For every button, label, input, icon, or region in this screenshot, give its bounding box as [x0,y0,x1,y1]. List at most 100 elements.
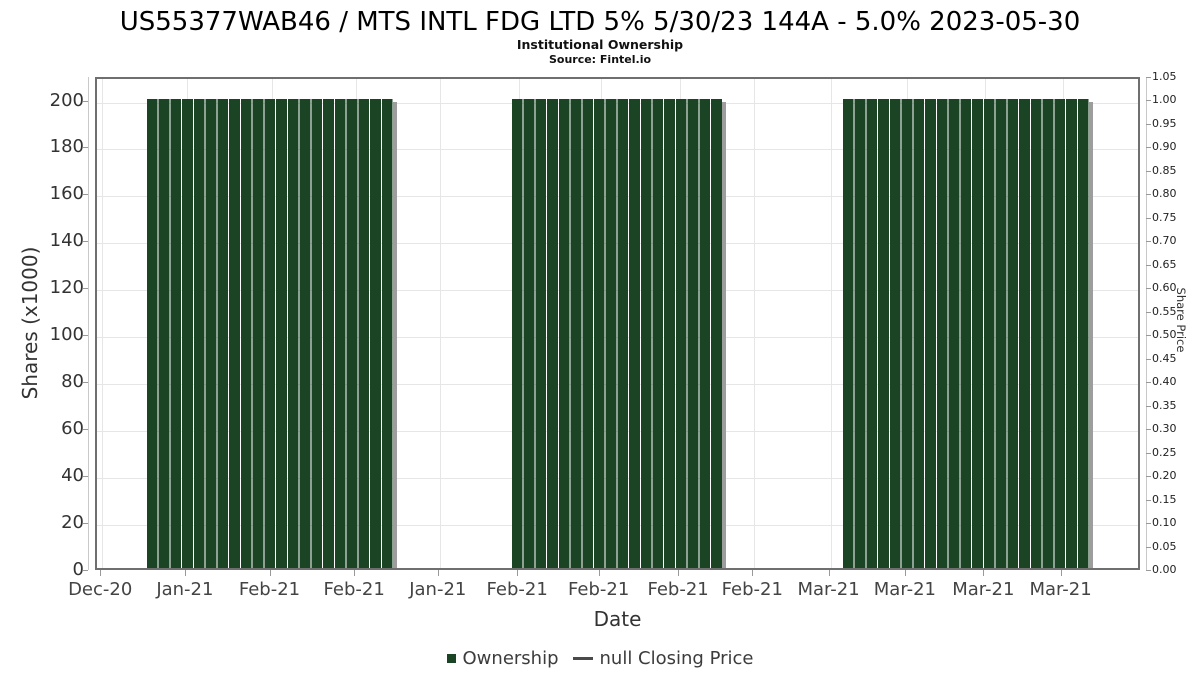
y-left-tick-mark [83,382,88,384]
y-left-tick-label: 200 [49,89,84,111]
y-right-tick-label: 0.00 [1152,563,1177,576]
x-tick-label: Feb-21 [721,579,783,600]
y-left-tick-mark [83,147,88,149]
x-tick-label: Jan-21 [409,579,467,600]
v-gridline [439,79,441,568]
x-tick-label: Jan-21 [156,579,214,600]
y-right-tick-mark [1146,523,1151,524]
y-right-tick-mark [1146,546,1151,548]
y-right-tick-label: 0.60 [1152,281,1177,294]
y-right-tick-label: 0.05 [1152,539,1177,553]
v-gridline [830,79,832,568]
y-right-tick-label: 1.05 [1152,69,1177,83]
x-tick-mark [904,570,906,576]
legend-item-ownership[interactable]: Ownership [446,647,559,669]
y-right-tick-label: 0.75 [1152,210,1177,224]
legend-item-label: null Closing Price [599,647,754,669]
x-tick-mark [1060,570,1062,576]
y-right-tick-label: 0.70 [1152,234,1177,247]
y-left-tick-mark [83,288,88,290]
x-tick-mark [269,570,271,576]
y-right-tick-mark [1146,311,1151,313]
legend-square-marker [446,653,456,663]
chart-title: US55377WAB46 / MTS INTL FDG LTD 5% 5/30/… [119,7,1081,37]
legend-item-null-closing-price[interactable]: null Closing Price [572,647,754,669]
y-right-tick-label: 0.95 [1152,116,1177,130]
y-left-tick-mark [83,335,88,337]
x-tick-label: Mar-21 [1029,579,1092,600]
y-right-tick-mark [1146,476,1151,477]
y-left-tick-mark [83,100,88,102]
x-tick-label: Feb-21 [486,579,548,600]
y-left-tick-label: 20 [61,512,84,533]
legend-item-label: Ownership [462,647,559,669]
y-right-tick-mark [1146,570,1151,571]
y-right-tick-label: 0.45 [1152,351,1177,365]
y-right-tick-label: 0.50 [1152,328,1177,341]
y-left-tick-mark [83,194,88,196]
y-right-tick-label: 0.55 [1152,304,1177,318]
y-right-tick-label: 0.15 [1152,492,1177,506]
y-left-tick-label: 120 [49,277,84,299]
y-right-tick-mark [1146,405,1151,407]
v-gridline [102,79,104,568]
legend: Ownership null Closing Price [0,645,1200,671]
y-right-tick-mark [1146,429,1151,430]
x-tick-mark [828,570,830,576]
x-tick-mark [678,570,680,576]
x-axis-label: Date [593,607,642,631]
plot-area [95,77,1140,570]
y-right-tick-label: 0.65 [1152,257,1177,271]
y-right-tick-mark [1146,241,1151,242]
y-right-tick-label: 0.25 [1152,445,1177,459]
x-tick-mark [100,570,102,576]
ownership-bar-group [511,98,723,568]
x-tick-label: Mar-21 [873,579,936,600]
y-right-tick-mark [1146,217,1151,219]
x-tick-mark [517,570,519,576]
y-right-tick-label: 0.30 [1152,422,1177,435]
y-right-tick-label: 0.10 [1152,516,1177,529]
y-left-tick-label: 180 [49,136,84,158]
y-right-tick-label: 0.20 [1152,469,1177,482]
x-tick-mark [184,570,186,576]
y-left-tick-label: 0 [72,559,84,580]
y-left-tick-label: 40 [61,465,84,487]
y-right-tick-mark [1146,76,1151,78]
y-right-tick-mark [1146,499,1151,501]
x-tick-label: Mar-21 [797,579,860,600]
y-right-tick-mark [1146,100,1151,101]
y-left-tick-label: 140 [49,230,84,252]
y-left-tick-label: 60 [61,418,84,440]
v-gridline [754,79,756,568]
y-left-tick-mark [83,523,88,524]
x-tick-label: Feb-21 [647,579,709,600]
chart-subtitle: Institutional Ownership [516,37,684,52]
chart-source-label: Source: Fintel.io [548,53,652,66]
x-tick-label: Mar-21 [952,579,1015,600]
y-left-tick-label: 100 [49,324,84,346]
x-tick-mark [437,570,439,576]
y-right-tick-mark [1146,194,1151,195]
x-tick-label: Dec-20 [68,579,133,600]
y-left-tick-mark [83,570,88,571]
x-tick-mark [752,570,754,576]
y-right-tick-mark [1146,358,1151,360]
legend-line-marker [572,656,593,660]
x-tick-mark [983,570,985,576]
x-tick-label: Feb-21 [323,579,385,600]
y-right-tick-label: 0.35 [1152,398,1177,412]
y-right-tick-mark [1146,452,1151,454]
y-axis-line-right [1146,77,1147,570]
y-axis-line-left [88,77,89,570]
y-right-tick-label: 0.80 [1152,187,1177,200]
y-left-tick-label: 80 [61,371,84,393]
y-right-tick-label: 1.00 [1152,93,1177,106]
x-tick-mark [598,570,600,576]
ownership-bar-group [146,98,394,568]
y-right-tick-mark [1146,170,1151,172]
y-left-tick-mark [83,476,88,478]
y-right-tick-mark [1146,382,1151,383]
y-axis-label-right: Share Price [1174,287,1188,353]
